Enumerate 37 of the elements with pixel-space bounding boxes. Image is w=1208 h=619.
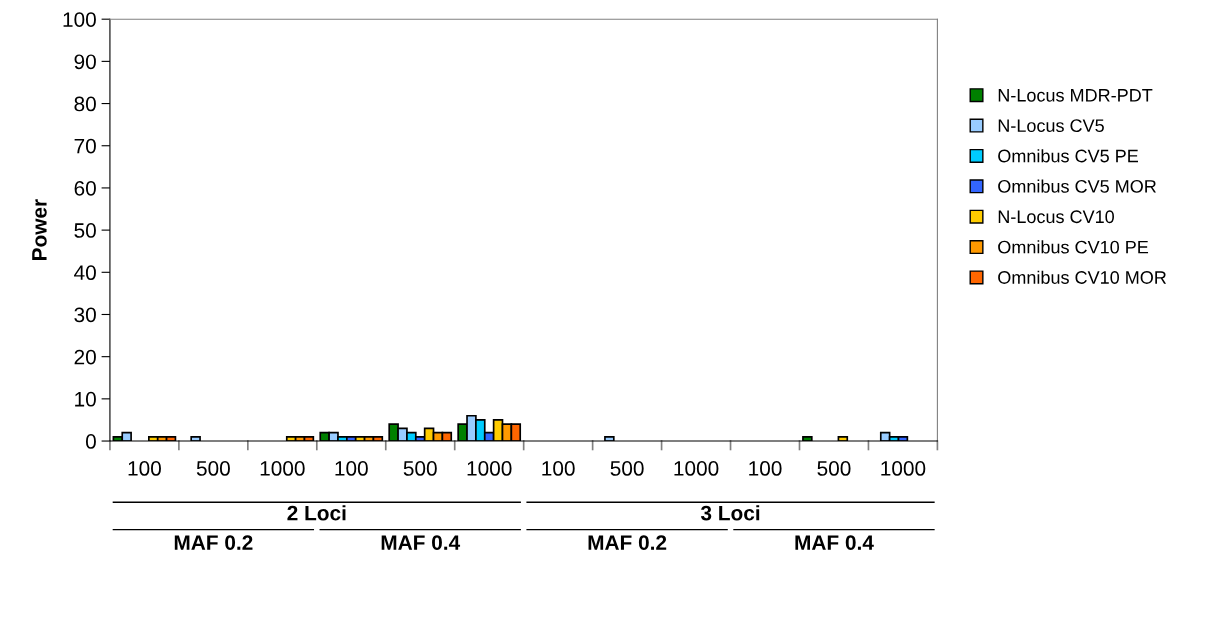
y-tick-label: 70 <box>74 138 96 154</box>
y-tick-label: 100 <box>63 12 96 27</box>
legend-label: N-Locus MDR-PDT <box>998 89 1153 102</box>
legend-label: N-Locus CV10 <box>998 210 1114 224</box>
text: MAF 0.4 <box>381 535 461 550</box>
text: 3 Loci <box>700 505 760 521</box>
y-tick-label: 60 <box>74 180 96 196</box>
x-tick-label: 100 <box>128 461 161 476</box>
x-tick-label: 100 <box>335 461 368 476</box>
y-tick-label: 30 <box>74 307 96 323</box>
x-tick-label: 100 <box>542 461 575 476</box>
x-tick-label: 1000 <box>881 461 926 476</box>
text: MAF 0.2 <box>588 535 667 550</box>
text: 2 Loci <box>287 505 346 521</box>
x-tick-label: 1000 <box>674 461 719 476</box>
legend-label: N-Locus CV5 <box>998 119 1104 133</box>
legend-label: Omnibus CV10 MOR <box>998 270 1167 284</box>
x-tick-label: 500 <box>817 461 851 476</box>
x-tick-label: 1000 <box>260 461 305 476</box>
legend-label: Omnibus CV5 MOR <box>998 179 1156 193</box>
text: MAF 0.4 <box>795 535 874 550</box>
y-axis-title: Power <box>32 199 47 260</box>
y-tick-label: 40 <box>74 265 96 281</box>
x-tick-label: 500 <box>610 461 644 476</box>
x-tick-label: 1000 <box>467 461 512 476</box>
x-tick-label: 100 <box>749 461 782 476</box>
x-tick-label: 500 <box>403 461 437 476</box>
legend-label: Omnibus CV10 PE <box>998 240 1149 254</box>
y-tick-label: 90 <box>74 54 96 70</box>
y-tick-label: 20 <box>74 349 96 365</box>
y-tick-label: 10 <box>75 391 96 407</box>
text: MAF 0.2 <box>174 535 253 550</box>
legend-label: Omnibus CV5 PE <box>998 149 1139 163</box>
y-tick-label: 80 <box>74 96 96 112</box>
y-tick-label: 0 <box>85 434 96 449</box>
x-tick-label: 500 <box>196 461 230 476</box>
y-tick-label: 50 <box>74 223 96 238</box>
